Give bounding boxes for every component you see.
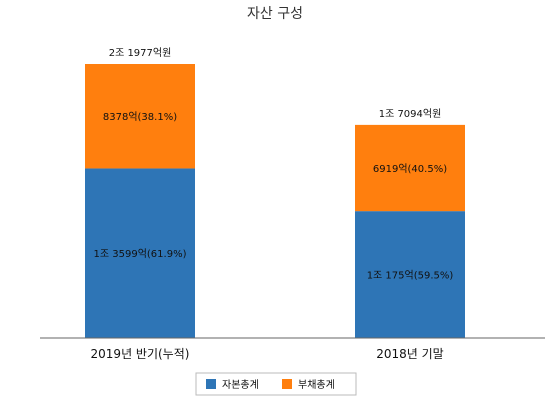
category-label-1: 2018년 기말 xyxy=(376,347,443,361)
legend-swatch-0 xyxy=(206,379,216,389)
legend-swatch-1 xyxy=(282,379,292,389)
bar-liabilities-1 xyxy=(355,124,465,212)
segment-label-0-0: 1조 3599억(61.9%) xyxy=(94,248,187,260)
legend: 자본총계 부채총계 xyxy=(195,372,357,396)
segment-label-0-1: 1조 175억(59.5%) xyxy=(367,270,454,282)
total-label-1: 1조 7094억원 xyxy=(379,108,442,120)
segment-label-1-0: 8378억(38.1%) xyxy=(103,111,177,123)
chart-title: 자산 구성 xyxy=(247,6,303,22)
legend-box xyxy=(195,372,357,396)
legend-label-0: 자본총계 xyxy=(222,379,259,391)
bars-group: 1조 3599억(61.9%) 8378억(38.1%) 2조 1977억원 2019… xyxy=(85,47,465,361)
total-label-0: 2조 1977억원 xyxy=(109,47,172,59)
bar-equity-1 xyxy=(355,211,465,338)
bar-liabilities-0 xyxy=(85,64,195,169)
legend-label-1: 부채총계 xyxy=(298,379,335,391)
segment-label-1-1: 6919억(40.5%) xyxy=(373,163,447,175)
category-label-0: 2019년 반기(누적) xyxy=(91,347,190,361)
bar-equity-0 xyxy=(85,168,195,338)
